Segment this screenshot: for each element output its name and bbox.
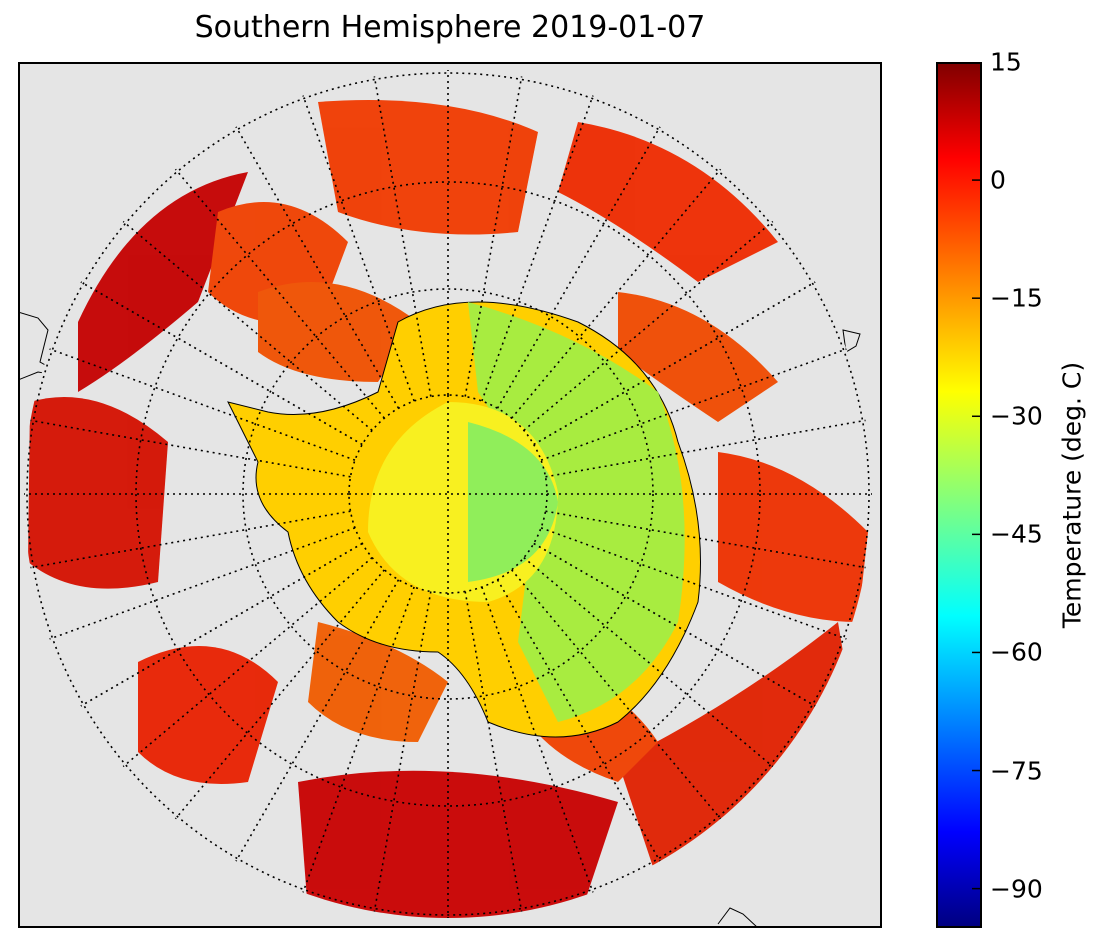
meridian-line xyxy=(43,527,356,642)
meridian-line xyxy=(300,89,415,402)
meridian-line xyxy=(24,418,351,478)
polar-map xyxy=(18,62,882,928)
meridian-line xyxy=(24,510,351,570)
colorbar-tick-label: −90 xyxy=(990,874,1043,904)
meridian-line xyxy=(75,278,363,446)
meridian-line xyxy=(481,89,596,402)
meridian-line xyxy=(43,346,356,461)
antarctica-east-cold xyxy=(468,302,685,722)
colorbar-label: Temperature (deg. C) xyxy=(1057,361,1087,629)
meridian-line xyxy=(232,121,400,409)
colorbar-tick-label: −45 xyxy=(990,519,1043,549)
meridian-line xyxy=(372,591,432,918)
meridian-line xyxy=(300,586,415,899)
antarctica-pole xyxy=(468,422,558,582)
colorbar-tick-label: −60 xyxy=(990,637,1043,667)
graticule-meridians xyxy=(24,70,872,918)
meridian-line xyxy=(523,557,778,772)
meridian-line xyxy=(170,569,385,824)
coastline-bottom xyxy=(717,907,759,928)
meridian-line xyxy=(464,70,524,397)
colorbar-tick-label: −15 xyxy=(990,283,1043,313)
meridian-line xyxy=(372,70,432,397)
meridian-line xyxy=(481,586,596,899)
colorbar-tick-label: −30 xyxy=(990,401,1043,431)
meridian-line xyxy=(464,591,524,918)
meridian-line xyxy=(118,216,373,431)
meridian-line xyxy=(545,510,872,570)
meridian-line xyxy=(540,346,853,461)
meridian-line xyxy=(75,542,363,710)
meridian-line xyxy=(496,579,664,867)
colorbar-tick-label: −75 xyxy=(990,756,1043,786)
meridian-line xyxy=(511,164,726,419)
meridian-line xyxy=(533,278,821,446)
map-frame-border xyxy=(18,62,882,928)
meridian-line xyxy=(118,557,373,772)
meridian-line xyxy=(511,569,726,824)
meridian-line xyxy=(533,542,821,710)
colorbar-tick-label: 0 xyxy=(990,165,1006,195)
coastline-east xyxy=(842,329,861,353)
meridian-line xyxy=(232,579,400,867)
colorbar xyxy=(936,62,982,928)
meridian-line xyxy=(170,164,385,419)
colorbar-tick-label: 15 xyxy=(990,47,1022,77)
meridian-line xyxy=(545,418,872,478)
meridian-line xyxy=(496,121,664,409)
map-title: Southern Hemisphere 2019-01-07 xyxy=(194,10,706,45)
meridian-line xyxy=(523,216,778,431)
meridian-line xyxy=(540,527,853,642)
